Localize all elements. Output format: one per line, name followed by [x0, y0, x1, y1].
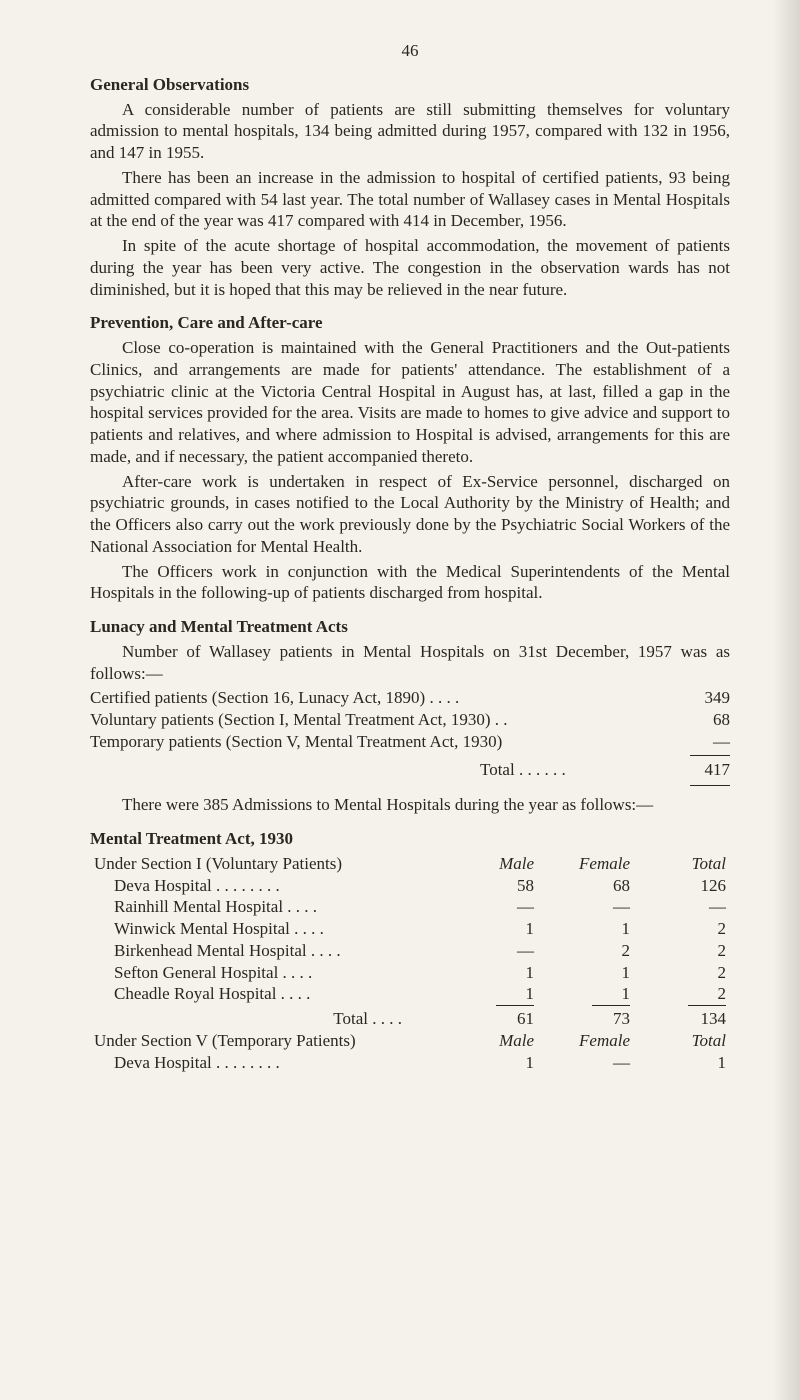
cell-female: 2	[538, 940, 634, 962]
row-label: Deva Hospital . . . . . . . .	[90, 1052, 442, 1074]
stat-value: 349	[680, 687, 730, 709]
col-total: Total	[634, 853, 730, 875]
table-row: Deva Hospital . . . . . . . . 58 68 126	[90, 875, 730, 897]
table-total-row: Total . . . . 61 73 134	[90, 1005, 730, 1030]
cell-female: 1	[538, 962, 634, 984]
general-p2: There has been an increase in the admiss…	[90, 167, 730, 232]
section-label: Under Section I (Voluntary Patients)	[90, 853, 442, 875]
table-row: Birkenhead Mental Hospital . . . . — 2 2	[90, 940, 730, 962]
total-value: 417	[680, 759, 730, 781]
total-label: Total . . . . . .	[480, 759, 680, 781]
row-label: Sefton General Hospital . . . .	[90, 962, 442, 984]
section-label: Under Section V (Temporary Patients)	[90, 1030, 442, 1052]
stat-row: Temporary patients (Section V, Mental Tr…	[90, 731, 730, 753]
cell-total: 1	[634, 1052, 730, 1074]
cell-male: —	[442, 940, 538, 962]
stat-label: Voluntary patients (Section I, Mental Tr…	[90, 709, 680, 731]
cell-male: 1	[442, 962, 538, 984]
col-male: Male	[442, 1030, 538, 1052]
row-label: Birkenhead Mental Hospital . . . .	[90, 940, 442, 962]
prevention-p3: The Officers work in conjunction with th…	[90, 561, 730, 605]
total-label: Total . . . .	[90, 1005, 442, 1030]
stat-value: —	[680, 731, 730, 753]
cell-male: —	[442, 896, 538, 918]
cell-total: 2	[634, 962, 730, 984]
row-label: Deva Hospital . . . . . . . .	[90, 875, 442, 897]
cell-female: 1	[538, 983, 634, 1005]
rule	[690, 755, 730, 756]
table-header-row: Under Section I (Voluntary Patients) Mal…	[90, 853, 730, 875]
mta-table: Under Section I (Voluntary Patients) Mal…	[90, 853, 730, 1074]
col-male: Male	[442, 853, 538, 875]
table-row: Sefton General Hospital . . . . 1 1 2	[90, 962, 730, 984]
cell-female: —	[538, 1052, 634, 1074]
col-female: Female	[538, 1030, 634, 1052]
table-row: Rainhill Mental Hospital . . . . — — —	[90, 896, 730, 918]
lunacy-intro: Number of Wallasey patients in Mental Ho…	[90, 641, 730, 685]
row-label: Rainhill Mental Hospital . . . .	[90, 896, 442, 918]
page-shadow	[772, 0, 800, 1400]
stat-row: Certified patients (Section 16, Lunacy A…	[90, 687, 730, 709]
cell-total: 126	[634, 875, 730, 897]
col-total: Total	[634, 1030, 730, 1052]
table-row: Deva Hospital . . . . . . . . 1 — 1	[90, 1052, 730, 1074]
table-header-row: Under Section V (Temporary Patients) Mal…	[90, 1030, 730, 1052]
general-p3: In spite of the acute shortage of hospit…	[90, 235, 730, 300]
stat-value: 68	[680, 709, 730, 731]
cell-total: 2	[634, 983, 730, 1005]
heading-prevention: Prevention, Care and After-care	[90, 312, 730, 334]
stat-row: Voluntary patients (Section I, Mental Tr…	[90, 709, 730, 731]
total-total: 134	[634, 1005, 730, 1030]
heading-mta: Mental Treatment Act, 1930	[90, 828, 730, 850]
cell-total: 2	[634, 918, 730, 940]
cell-total: —	[634, 896, 730, 918]
heading-lunacy: Lunacy and Mental Treatment Acts	[90, 616, 730, 638]
total-row: Total . . . . . . 417	[90, 759, 730, 781]
stat-label: Temporary patients (Section V, Mental Tr…	[90, 731, 680, 753]
cell-total: 2	[634, 940, 730, 962]
prevention-p1: Close co-operation is maintained with th…	[90, 337, 730, 468]
cell-female: 1	[538, 918, 634, 940]
cell-male: 1	[442, 1052, 538, 1074]
col-female: Female	[538, 853, 634, 875]
page: 46 General Observations A considerable n…	[0, 0, 800, 1400]
admissions-intro: There were 385 Admissions to Mental Hosp…	[90, 794, 730, 816]
table-row: Winwick Mental Hospital . . . . 1 1 2	[90, 918, 730, 940]
stat-label: Certified patients (Section 16, Lunacy A…	[90, 687, 680, 709]
cell-male: 1	[442, 983, 538, 1005]
cell-male: 1	[442, 918, 538, 940]
cell-male: 58	[442, 875, 538, 897]
cell-female: —	[538, 896, 634, 918]
general-p1: A considerable number of patients are st…	[90, 99, 730, 164]
rule	[690, 785, 730, 786]
page-number: 46	[90, 40, 730, 62]
total-male: 61	[442, 1005, 538, 1030]
table-row: Cheadle Royal Hospital . . . . 1 1 2	[90, 983, 730, 1005]
total-female: 73	[538, 1005, 634, 1030]
cell-female: 68	[538, 875, 634, 897]
row-label: Winwick Mental Hospital . . . .	[90, 918, 442, 940]
prevention-p2: After-care work is undertaken in respect…	[90, 471, 730, 558]
row-label: Cheadle Royal Hospital . . . .	[90, 983, 442, 1005]
heading-general: General Observations	[90, 74, 730, 96]
